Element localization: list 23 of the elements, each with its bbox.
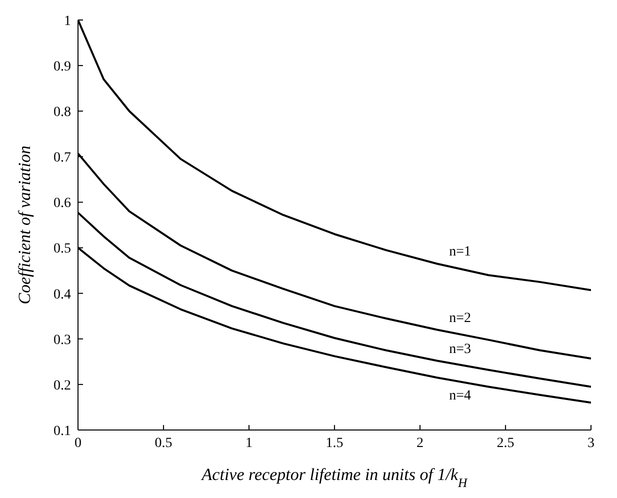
x-tick-label: 2 (416, 436, 424, 451)
y-tick-label: 0.7 (54, 150, 71, 166)
x-tick-label: 1 (246, 436, 252, 451)
series-label: n=1 (449, 244, 472, 260)
x-tick-label: 2.5 (496, 436, 514, 451)
series-label: n=3 (449, 342, 472, 357)
series-label: n=4 (449, 388, 472, 404)
y-tick-label: 0.2 (54, 378, 71, 394)
x-tick-label: 3 (588, 436, 594, 451)
x-tick-label: 0 (74, 436, 82, 451)
x-tick-label: 0.5 (154, 436, 172, 451)
y-tick-label: 0.8 (54, 105, 71, 120)
y-tick-label: 1 (64, 14, 71, 29)
y-tick-label: 0.1 (54, 424, 71, 439)
y-tick-label: 0.5 (54, 242, 71, 257)
x-axis-title: Active receptor lifetime in units of 1/k$_{H}$ (200, 465, 468, 490)
series-label: n=2 (449, 310, 472, 326)
y-tick-label: 0.3 (54, 332, 71, 348)
y-tick-label: 0.9 (54, 60, 71, 75)
y-axis-title: Coefficient of variation (15, 146, 34, 304)
y-tick-label: 0.4 (54, 287, 71, 302)
x-tick-label: 1.5 (326, 436, 344, 451)
y-tick-label: 0.6 (54, 196, 71, 212)
